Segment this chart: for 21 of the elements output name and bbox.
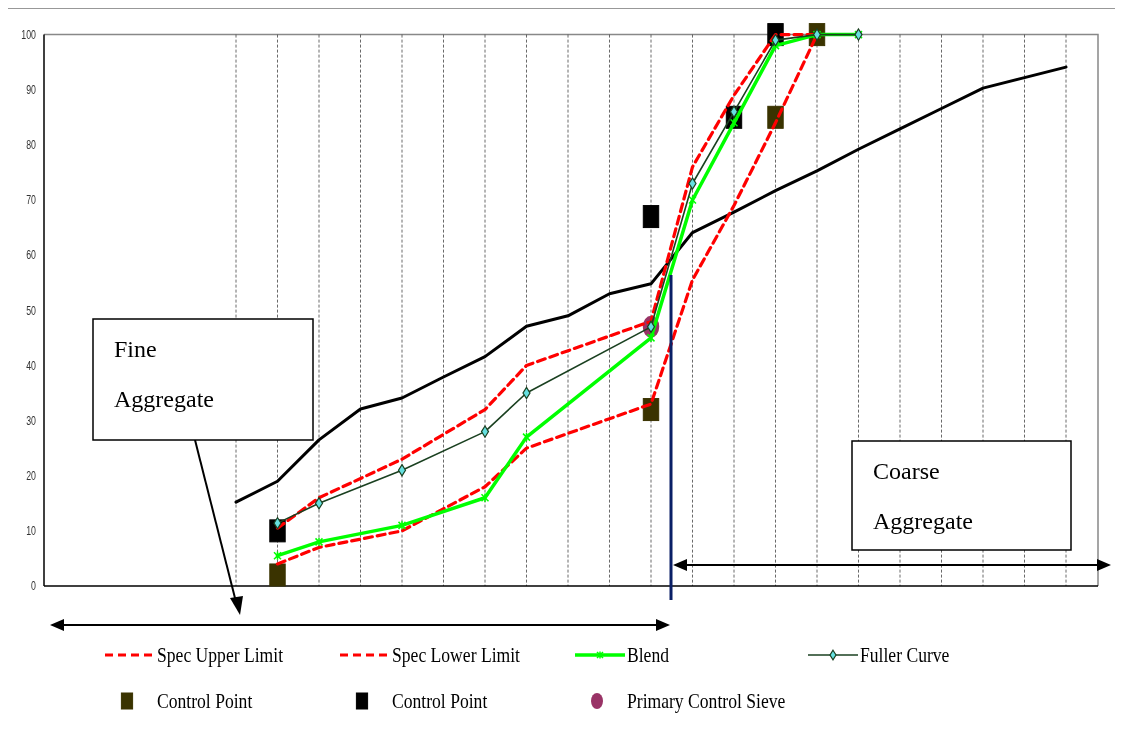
y-tick-label: 10 <box>26 523 37 538</box>
annotation: Coarse Aggregate <box>873 458 973 534</box>
legend-label: Blend <box>627 643 670 667</box>
label-box: Coarse Aggregate <box>851 440 1072 551</box>
y-tick-label: 20 <box>26 468 37 483</box>
legend-label: Primary Control Sieve <box>627 689 786 713</box>
y-tick-label: 50 <box>26 303 37 317</box>
y-tick-label: 30 <box>26 413 37 428</box>
y-tick-label: 90 <box>26 82 37 97</box>
legend-label: Control Point <box>157 689 254 713</box>
legend-label: Fuller Curve <box>860 643 950 667</box>
y-tick-label: 60 <box>26 247 37 262</box>
y-tick-label: 0 <box>31 578 37 593</box>
legend-label: Spec Lower Limit <box>392 643 521 667</box>
legend-label: Spec Upper Limit <box>157 643 284 667</box>
y-tick-label: 70 <box>26 192 37 207</box>
label-box: Fine Aggregate <box>92 318 314 441</box>
y-tick-label: 40 <box>26 358 37 372</box>
y-tick-label: 80 <box>26 137 37 152</box>
legend-label: Control Point <box>392 689 489 713</box>
y-tick-label: 100 <box>21 27 37 42</box>
